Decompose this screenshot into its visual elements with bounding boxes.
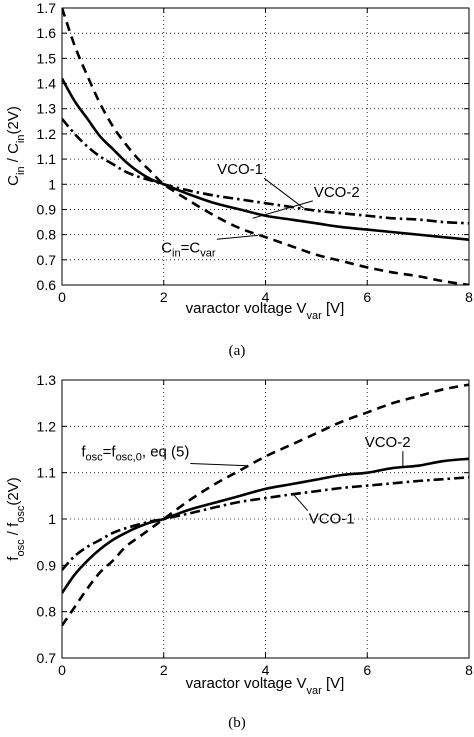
x-tick-label: 4 [262,662,270,678]
annotation-text-part: f [81,443,86,460]
annotation-label: VCO-1 [217,161,263,178]
curves-a [62,8,469,285]
y-axis-label-a: Cin / Cin(2V) [5,106,27,186]
x-tick-label: 2 [160,289,168,305]
y-tick-labels-b: 0.7 0.8 0.9 1 1.1 1.2 1.3 [37,372,57,666]
annotation-text-part: =f [103,443,117,460]
x-axis-label-b: varactor voltage Vvar [V] [186,675,345,697]
annotation-label: VCO-2 [365,434,411,451]
y-tick-label: 0.8 [37,604,57,620]
y-tick-label: 1.6 [37,25,57,41]
series-line-dashdot [62,476,469,571]
grid-b [61,379,470,659]
annotations-a: VCO-1 VCO-2 Cin=Cvar [161,161,359,259]
chart-panel-a: 0 2 4 6 8 0.6 0.7 0.8 0.9 1 1.1 1.2 1.3 1.4 1.5 1.6 1.7… [5,0,473,359]
y-tick-label: 1.1 [37,151,57,167]
x-tick-label: 2 [160,662,168,678]
plot-frame-b [61,379,470,659]
annotation-label: Cin=Cvar [161,239,216,259]
annotations-b: VCO-2 VCO-1 fosc=fosc,0, eq (5) [81,434,410,527]
annotation-label: VCO-1 [309,511,355,528]
y-tick-label: 0.6 [37,277,57,293]
series-line-solid [62,77,469,241]
annotation-text-part: , eq (5) [142,443,190,460]
caption-b: (b) [228,715,246,731]
annotation-text-part: osc [86,451,104,463]
x-tick-labels-a: 0 2 4 6 8 [58,289,473,305]
annotation-text-part: in [172,247,181,259]
y-tick-label: 0.7 [37,252,57,268]
annotation-text-part: C [161,239,172,256]
annotation-text-part: osc,0 [116,451,142,463]
annotation-leader-line [252,200,313,219]
x-tick-label: 6 [363,662,371,678]
x-tick-labels-b: 0 2 4 6 8 [58,662,473,678]
y-tick-label: 1.2 [37,418,57,434]
y-tick-labels-a: 0.6 0.7 0.8 0.9 1 1.1 1.2 1.3 1.4 1.5 1.6 1.7 [37,0,57,293]
caption-a: (a) [229,343,246,359]
y-tick-label: 0.9 [37,557,57,573]
y-tick-label: 1.7 [37,0,57,16]
x-tick-label: 6 [363,289,371,305]
y-tick-label: 1.2 [37,126,57,142]
annotation-leader-line [190,462,248,467]
annotation-text-part: =C [181,239,201,256]
x-tick-label: 8 [465,289,473,305]
annotation-leader-line [216,234,258,240]
annotation-leader-line [263,177,304,209]
annotation-leader-line [293,494,309,511]
y-tick-label: 1.3 [37,101,57,117]
x-tick-label: 8 [465,662,473,678]
annotation-label: VCO-2 [314,184,360,201]
y-tick-label: 1.1 [37,465,57,481]
series-line-solid [62,457,469,594]
y-tick-label: 1.3 [37,372,57,388]
y-tick-label: 1.5 [37,50,57,66]
plot-frame-a [61,7,470,286]
y-tick-label: 1 [48,176,56,192]
x-tick-label: 4 [262,289,270,305]
x-axis-label-a: varactor voltage Vvar [V] [186,300,345,322]
y-tick-label: 0.8 [37,227,57,243]
grid-a [61,7,470,286]
y-tick-label: 1 [48,511,56,527]
y-axis-label-b: fosc / fosc(2V) [5,477,27,560]
series-line-dashed [62,8,469,285]
annotation-text-part: var [200,247,216,259]
y-tick-label: 0.9 [37,201,57,217]
y-tick-label: 1.4 [37,76,57,92]
x-tick-label: 0 [58,662,66,678]
y-tick-label: 0.7 [37,650,57,666]
series-line-dashed [62,383,469,627]
x-tick-label: 0 [58,289,66,305]
series-line-dashdot [62,117,469,225]
curves-b [62,383,469,627]
annotation-label: fosc=fosc,0, eq (5) [81,443,189,463]
